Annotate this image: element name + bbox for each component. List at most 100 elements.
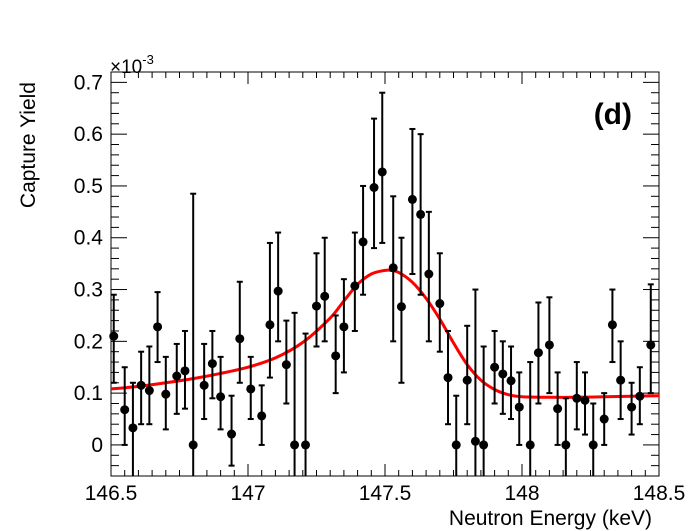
data-marker <box>616 375 626 385</box>
data-point <box>572 361 582 431</box>
data-marker <box>199 380 209 390</box>
data-point <box>301 332 311 476</box>
data-marker <box>235 334 245 344</box>
data-point <box>479 345 489 476</box>
axis-ticks: 146.5 147 147.5 148 148.5 0 0.1 0.2 0.3 0.4 0.5 0.6… <box>74 71 685 505</box>
data-marker <box>136 380 146 390</box>
data-point <box>227 394 237 467</box>
data-point <box>369 117 379 250</box>
data-marker <box>580 395 590 405</box>
data-point <box>627 381 637 436</box>
data-point <box>312 252 321 348</box>
data-point <box>451 394 461 476</box>
data-point <box>216 355 226 431</box>
data-point <box>377 91 387 244</box>
data-point <box>120 366 130 446</box>
data-marker <box>443 373 453 383</box>
data-marker <box>339 322 349 332</box>
data-marker <box>646 340 656 350</box>
data-point <box>443 329 453 426</box>
panel-label: (d) <box>594 98 632 131</box>
data-point <box>553 371 563 446</box>
data-point <box>161 355 171 431</box>
data-point <box>490 329 500 405</box>
data-point <box>265 241 275 379</box>
data-point <box>350 231 360 332</box>
data-marker <box>273 286 283 296</box>
data-point <box>588 402 598 476</box>
data-point <box>331 314 341 395</box>
data-marker <box>506 376 516 386</box>
data-points-layer <box>109 91 656 476</box>
data-marker <box>451 440 461 450</box>
x-tick-label: 148.5 <box>633 482 686 505</box>
data-marker <box>188 440 198 450</box>
x-tick-label: 147 <box>230 482 265 505</box>
data-point <box>498 340 508 415</box>
data-point <box>207 329 217 400</box>
data-marker <box>281 360 291 370</box>
data-marker <box>265 320 275 330</box>
y-exponent-label: ×10-3 <box>110 52 154 78</box>
data-point <box>109 293 119 384</box>
data-marker <box>490 362 500 372</box>
data-marker <box>572 393 582 403</box>
data-marker <box>388 263 398 273</box>
x-tick-label: 146.5 <box>85 482 138 505</box>
data-marker <box>350 281 360 291</box>
data-point <box>144 345 154 426</box>
data-marker <box>301 440 311 450</box>
y-tick-label: 0 <box>91 434 103 457</box>
data-marker <box>627 402 637 412</box>
y-exponent-power: -3 <box>142 52 154 67</box>
data-marker <box>377 167 387 177</box>
data-marker <box>498 369 508 379</box>
data-marker <box>320 291 330 301</box>
y-tick-label: 0.1 <box>74 382 103 405</box>
data-marker <box>207 359 217 369</box>
data-point <box>136 350 146 426</box>
data-point <box>646 283 656 395</box>
data-marker <box>607 320 617 330</box>
x-axis-label: Neutron Energy (keV) <box>449 507 652 530</box>
data-marker <box>257 411 267 421</box>
data-point <box>358 184 368 296</box>
data-point <box>235 280 245 384</box>
data-point <box>599 392 609 446</box>
data-marker <box>128 423 138 433</box>
data-marker <box>470 436 480 446</box>
data-marker <box>424 269 434 279</box>
data-marker <box>533 348 543 358</box>
y-tick-label: 0.3 <box>74 279 103 302</box>
data-marker <box>172 371 182 381</box>
data-point <box>396 236 406 384</box>
y-tick-label: 0.5 <box>74 175 103 198</box>
data-point <box>635 366 645 426</box>
y-tick-label: 0.4 <box>74 227 104 250</box>
data-marker <box>180 366 190 376</box>
data-point <box>435 252 445 353</box>
data-point <box>561 397 571 476</box>
data-marker <box>144 386 154 396</box>
data-marker <box>227 429 237 439</box>
data-marker <box>120 405 130 415</box>
data-marker <box>514 402 524 412</box>
data-marker <box>407 194 417 204</box>
data-marker <box>416 209 426 219</box>
data-marker <box>479 440 489 450</box>
data-point <box>506 345 516 421</box>
data-marker <box>396 302 406 312</box>
data-point <box>607 288 617 364</box>
data-point <box>290 311 300 476</box>
data-marker <box>369 183 379 193</box>
data-point <box>188 192 198 476</box>
y-tick-label: 0.7 <box>74 71 103 94</box>
data-point <box>462 324 472 426</box>
y-axis-label: Capture Yield <box>17 82 40 208</box>
data-marker <box>525 440 535 450</box>
data-point <box>180 329 190 410</box>
data-marker <box>561 440 571 450</box>
data-point <box>416 133 426 296</box>
